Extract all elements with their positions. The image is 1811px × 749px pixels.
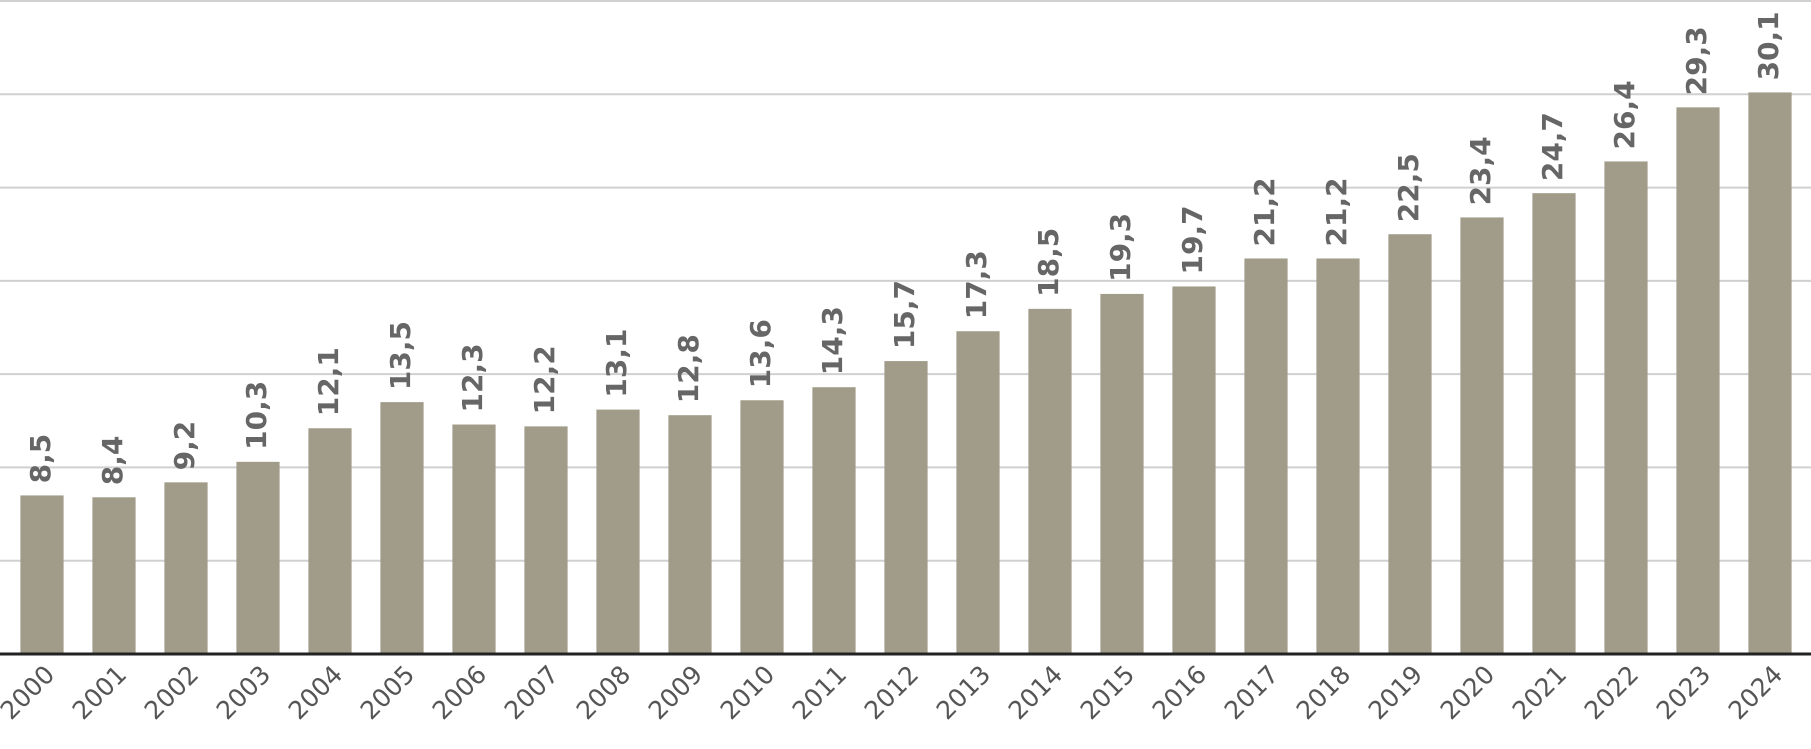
bar [596, 409, 640, 654]
bar [1172, 286, 1216, 654]
x-tick-label: 2022 [1579, 660, 1644, 725]
bar [1676, 107, 1720, 655]
bar [1028, 308, 1072, 654]
value-label: 9,2 [168, 421, 201, 471]
value-label: 12,3 [456, 343, 489, 412]
bar [740, 400, 784, 654]
x-tick-label: 2016 [1147, 660, 1212, 725]
x-tick-label: 2012 [859, 660, 924, 725]
x-tick-label: 2007 [499, 660, 564, 725]
x-tick-label: 2015 [1075, 660, 1140, 725]
bar [812, 387, 856, 654]
value-label: 29,3 [1680, 26, 1713, 95]
value-label: 12,8 [672, 334, 705, 403]
bar [1532, 193, 1576, 654]
value-label: 15,7 [888, 280, 921, 349]
x-tick-label: 2008 [571, 660, 636, 725]
bar [1748, 92, 1792, 655]
bar [452, 424, 496, 654]
value-label: 24,7 [1536, 112, 1569, 181]
x-tick-label: 2017 [1219, 660, 1284, 725]
value-label: 30,1 [1752, 11, 1785, 80]
bar [884, 361, 928, 654]
value-label: 19,3 [1104, 213, 1137, 282]
x-tick-label: 2001 [67, 660, 132, 725]
value-label: 13,6 [744, 319, 777, 388]
value-label: 26,4 [1608, 80, 1641, 149]
bar [308, 428, 352, 654]
value-label: 8,4 [96, 436, 129, 486]
value-label: 21,2 [1320, 177, 1353, 246]
bar [20, 495, 64, 654]
bar [380, 402, 424, 654]
bar [1100, 293, 1144, 654]
value-label: 21,2 [1248, 177, 1281, 246]
bar [236, 461, 280, 654]
value-label: 14,3 [816, 306, 849, 375]
bar [1460, 217, 1504, 654]
value-label: 12,2 [528, 345, 561, 414]
x-tick-label: 2019 [1363, 660, 1428, 725]
value-label: 23,4 [1464, 136, 1497, 205]
x-tick-label: 2014 [1003, 660, 1068, 725]
x-tick-label: 2006 [427, 660, 492, 725]
bar [524, 426, 568, 654]
value-label: 12,1 [312, 347, 345, 416]
x-tick-label: 2005 [355, 660, 420, 725]
x-tick-label: 2011 [787, 660, 852, 725]
x-tick-label: 2023 [1651, 660, 1716, 725]
bar [956, 331, 1000, 654]
value-label: 13,5 [384, 321, 417, 390]
value-label: 19,7 [1176, 205, 1209, 274]
x-tick-label: 2004 [283, 660, 348, 725]
x-tick-label: 2021 [1507, 660, 1572, 725]
x-tick-label: 2002 [139, 660, 204, 725]
x-tick-label: 2009 [643, 660, 708, 725]
value-label: 8,5 [24, 434, 57, 484]
bar [164, 482, 208, 654]
x-tick-label: 2018 [1291, 660, 1356, 725]
x-tick-label: 2024 [1723, 660, 1788, 725]
bar [1604, 161, 1648, 655]
bar [668, 415, 712, 654]
value-label: 13,1 [600, 328, 633, 397]
value-label: 22,5 [1392, 153, 1425, 222]
x-tick-label: 2010 [715, 660, 780, 725]
x-tick-label: 2020 [1435, 660, 1500, 725]
value-label: 17,3 [960, 250, 993, 319]
bar [1316, 258, 1360, 654]
bar [1388, 234, 1432, 654]
value-label: 10,3 [240, 381, 273, 450]
bar [1244, 258, 1288, 654]
x-tick-label: 2003 [211, 660, 276, 725]
value-label: 18,5 [1032, 228, 1065, 297]
x-tick-label: 2013 [931, 660, 996, 725]
x-tick-label: 2000 [0, 660, 60, 725]
bar [92, 497, 136, 654]
